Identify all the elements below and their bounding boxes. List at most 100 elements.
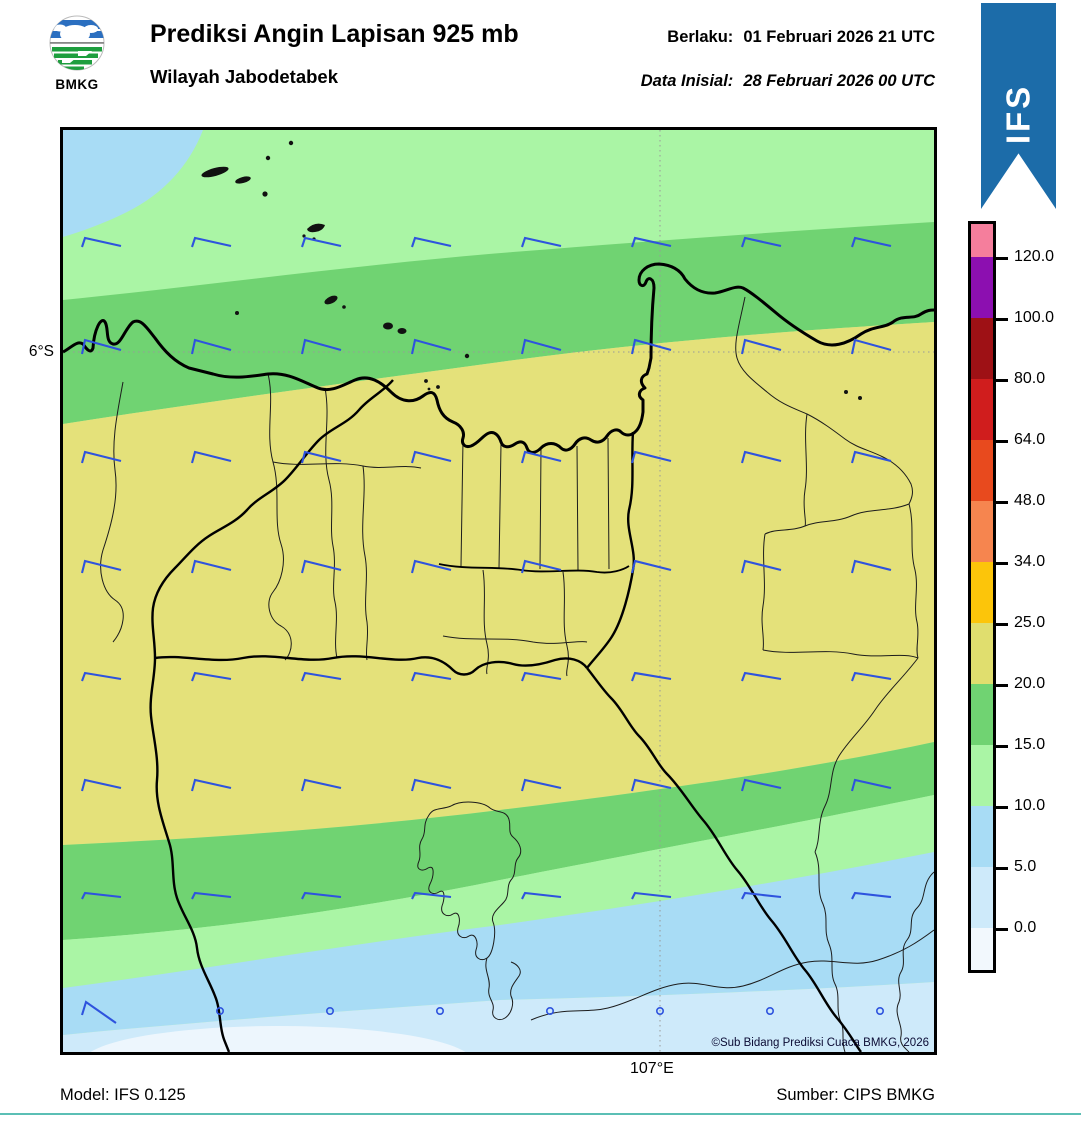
band-near-white — [90, 1026, 466, 1052]
wind-barb — [410, 450, 452, 464]
wind-barb — [80, 559, 122, 574]
wind-barb — [190, 450, 232, 464]
colorbar-tick — [995, 379, 1008, 382]
wind-barb — [851, 671, 892, 682]
colorbar-tick — [995, 501, 1008, 504]
init-time-value: 28 Februari 2026 00 UTC — [743, 72, 935, 90]
calm-wind-circle — [325, 1006, 334, 1015]
wind-barb — [851, 891, 892, 900]
band-yellow — [63, 322, 934, 845]
colorbar-tick-label: 5.0 — [1014, 858, 1037, 875]
longitude-label: 107°E — [630, 1060, 674, 1077]
wind-barb — [631, 891, 672, 900]
wind-barb — [740, 559, 782, 574]
wind-barb — [740, 778, 782, 792]
wind-barb — [741, 236, 782, 248]
wind-barb — [190, 338, 232, 355]
bmkg-logo-image — [49, 15, 105, 71]
bmkg-logo-text: BMKG — [55, 77, 99, 92]
wind-barb — [81, 891, 122, 900]
colorbar-segment — [971, 745, 993, 806]
band-light-blue — [63, 852, 934, 1035]
colorbar-segment — [971, 562, 993, 623]
colorbar-segment — [971, 224, 993, 257]
wind-barb — [521, 891, 562, 900]
colorbar-segment — [971, 684, 993, 745]
wind-barb — [741, 671, 782, 682]
wind-barb — [630, 338, 672, 355]
bmkg-logo: BMKG — [46, 14, 108, 110]
wind-barb — [410, 338, 452, 355]
colorbar-tick — [995, 867, 1008, 870]
calm-wind-circle — [545, 1006, 554, 1015]
init-time-line: Data Inisial: 28 Februari 2026 00 UTC — [641, 72, 935, 91]
calm-wind-circle — [216, 1006, 225, 1015]
coastline — [63, 262, 934, 454]
colorbar-segment — [971, 440, 993, 501]
colorbar-tick-label: 0.0 — [1014, 919, 1037, 936]
colorbar-tick — [995, 318, 1008, 321]
wind-barb — [520, 559, 562, 574]
page-subtitle: Wilayah Jabodetabek — [150, 66, 338, 87]
wind-barb — [631, 236, 672, 248]
colorbar-tick — [995, 623, 1008, 626]
wind-barb — [741, 891, 782, 900]
colorbar-tick-label: 34.0 — [1014, 553, 1046, 570]
wind-barb — [630, 559, 672, 574]
wind-barb — [411, 891, 452, 900]
colorbar-tick — [995, 745, 1008, 748]
colorbar-tick — [995, 684, 1008, 687]
wind-map-canvas — [63, 130, 934, 1052]
wind-barb — [191, 236, 232, 248]
model-ribbon-text: IFS — [999, 83, 1037, 145]
colorbar-tick — [995, 806, 1008, 809]
colorbar-segment — [971, 867, 993, 928]
colorbar-bar — [968, 221, 996, 973]
wind-barb — [520, 778, 562, 792]
latitude-label: 6°S — [28, 343, 54, 360]
colorbar-tick — [995, 257, 1008, 260]
wind-barb — [301, 891, 342, 900]
wind-barb — [740, 450, 782, 464]
colorbar-tick — [995, 928, 1008, 931]
wind-barb — [80, 1000, 117, 1024]
calm-wind-circle — [655, 1006, 664, 1015]
wind-barb — [520, 450, 562, 464]
valid-time-value: 01 Februari 2026 21 UTC — [743, 28, 935, 46]
colorbar-tick-label: 100.0 — [1014, 309, 1055, 326]
colorbar-segment — [971, 501, 993, 562]
colorbar-segment — [971, 928, 993, 970]
footer-source-text: Sumber: CIPS BMKG — [776, 1086, 935, 1104]
wind-barb — [411, 236, 452, 248]
wind-barb — [300, 559, 342, 574]
wind-barb — [851, 236, 892, 248]
wind-barb — [300, 338, 342, 355]
wind-barb — [80, 450, 122, 464]
init-time-label: Data Inisial: — [640, 72, 734, 90]
wind-barb — [521, 236, 562, 248]
valid-time-label: Berlaku: — [667, 28, 734, 46]
wind-barb — [631, 671, 672, 682]
band-blue-patch — [63, 130, 203, 237]
map-copyright: ©Sub Bidang Prediksi Cuaca BMKG, 2026 — [711, 1037, 929, 1049]
wind-barb — [410, 778, 452, 792]
wind-barb — [80, 778, 122, 792]
colorbar-tick — [995, 562, 1008, 565]
province-boundaries — [149, 379, 862, 1052]
wind-barb — [191, 671, 232, 682]
colorbar-tick-label: 64.0 — [1014, 431, 1046, 448]
colorbar-segment — [971, 318, 993, 379]
wind-barb — [300, 778, 342, 792]
wind-barb — [301, 236, 342, 248]
colorbar-segment — [971, 379, 993, 440]
wind-barb — [81, 236, 122, 248]
wind-barb — [850, 778, 892, 792]
page-title: Prediksi Angin Lapisan 925 mb — [150, 20, 519, 48]
wind-barb — [410, 559, 452, 574]
calm-wind-circle — [435, 1006, 444, 1015]
dki-south-border — [438, 563, 630, 574]
wind-barb — [191, 891, 232, 900]
colorbar-tick-label: 120.0 — [1014, 248, 1055, 265]
wind-barb — [300, 450, 342, 464]
band-light-green-lower — [63, 795, 934, 988]
